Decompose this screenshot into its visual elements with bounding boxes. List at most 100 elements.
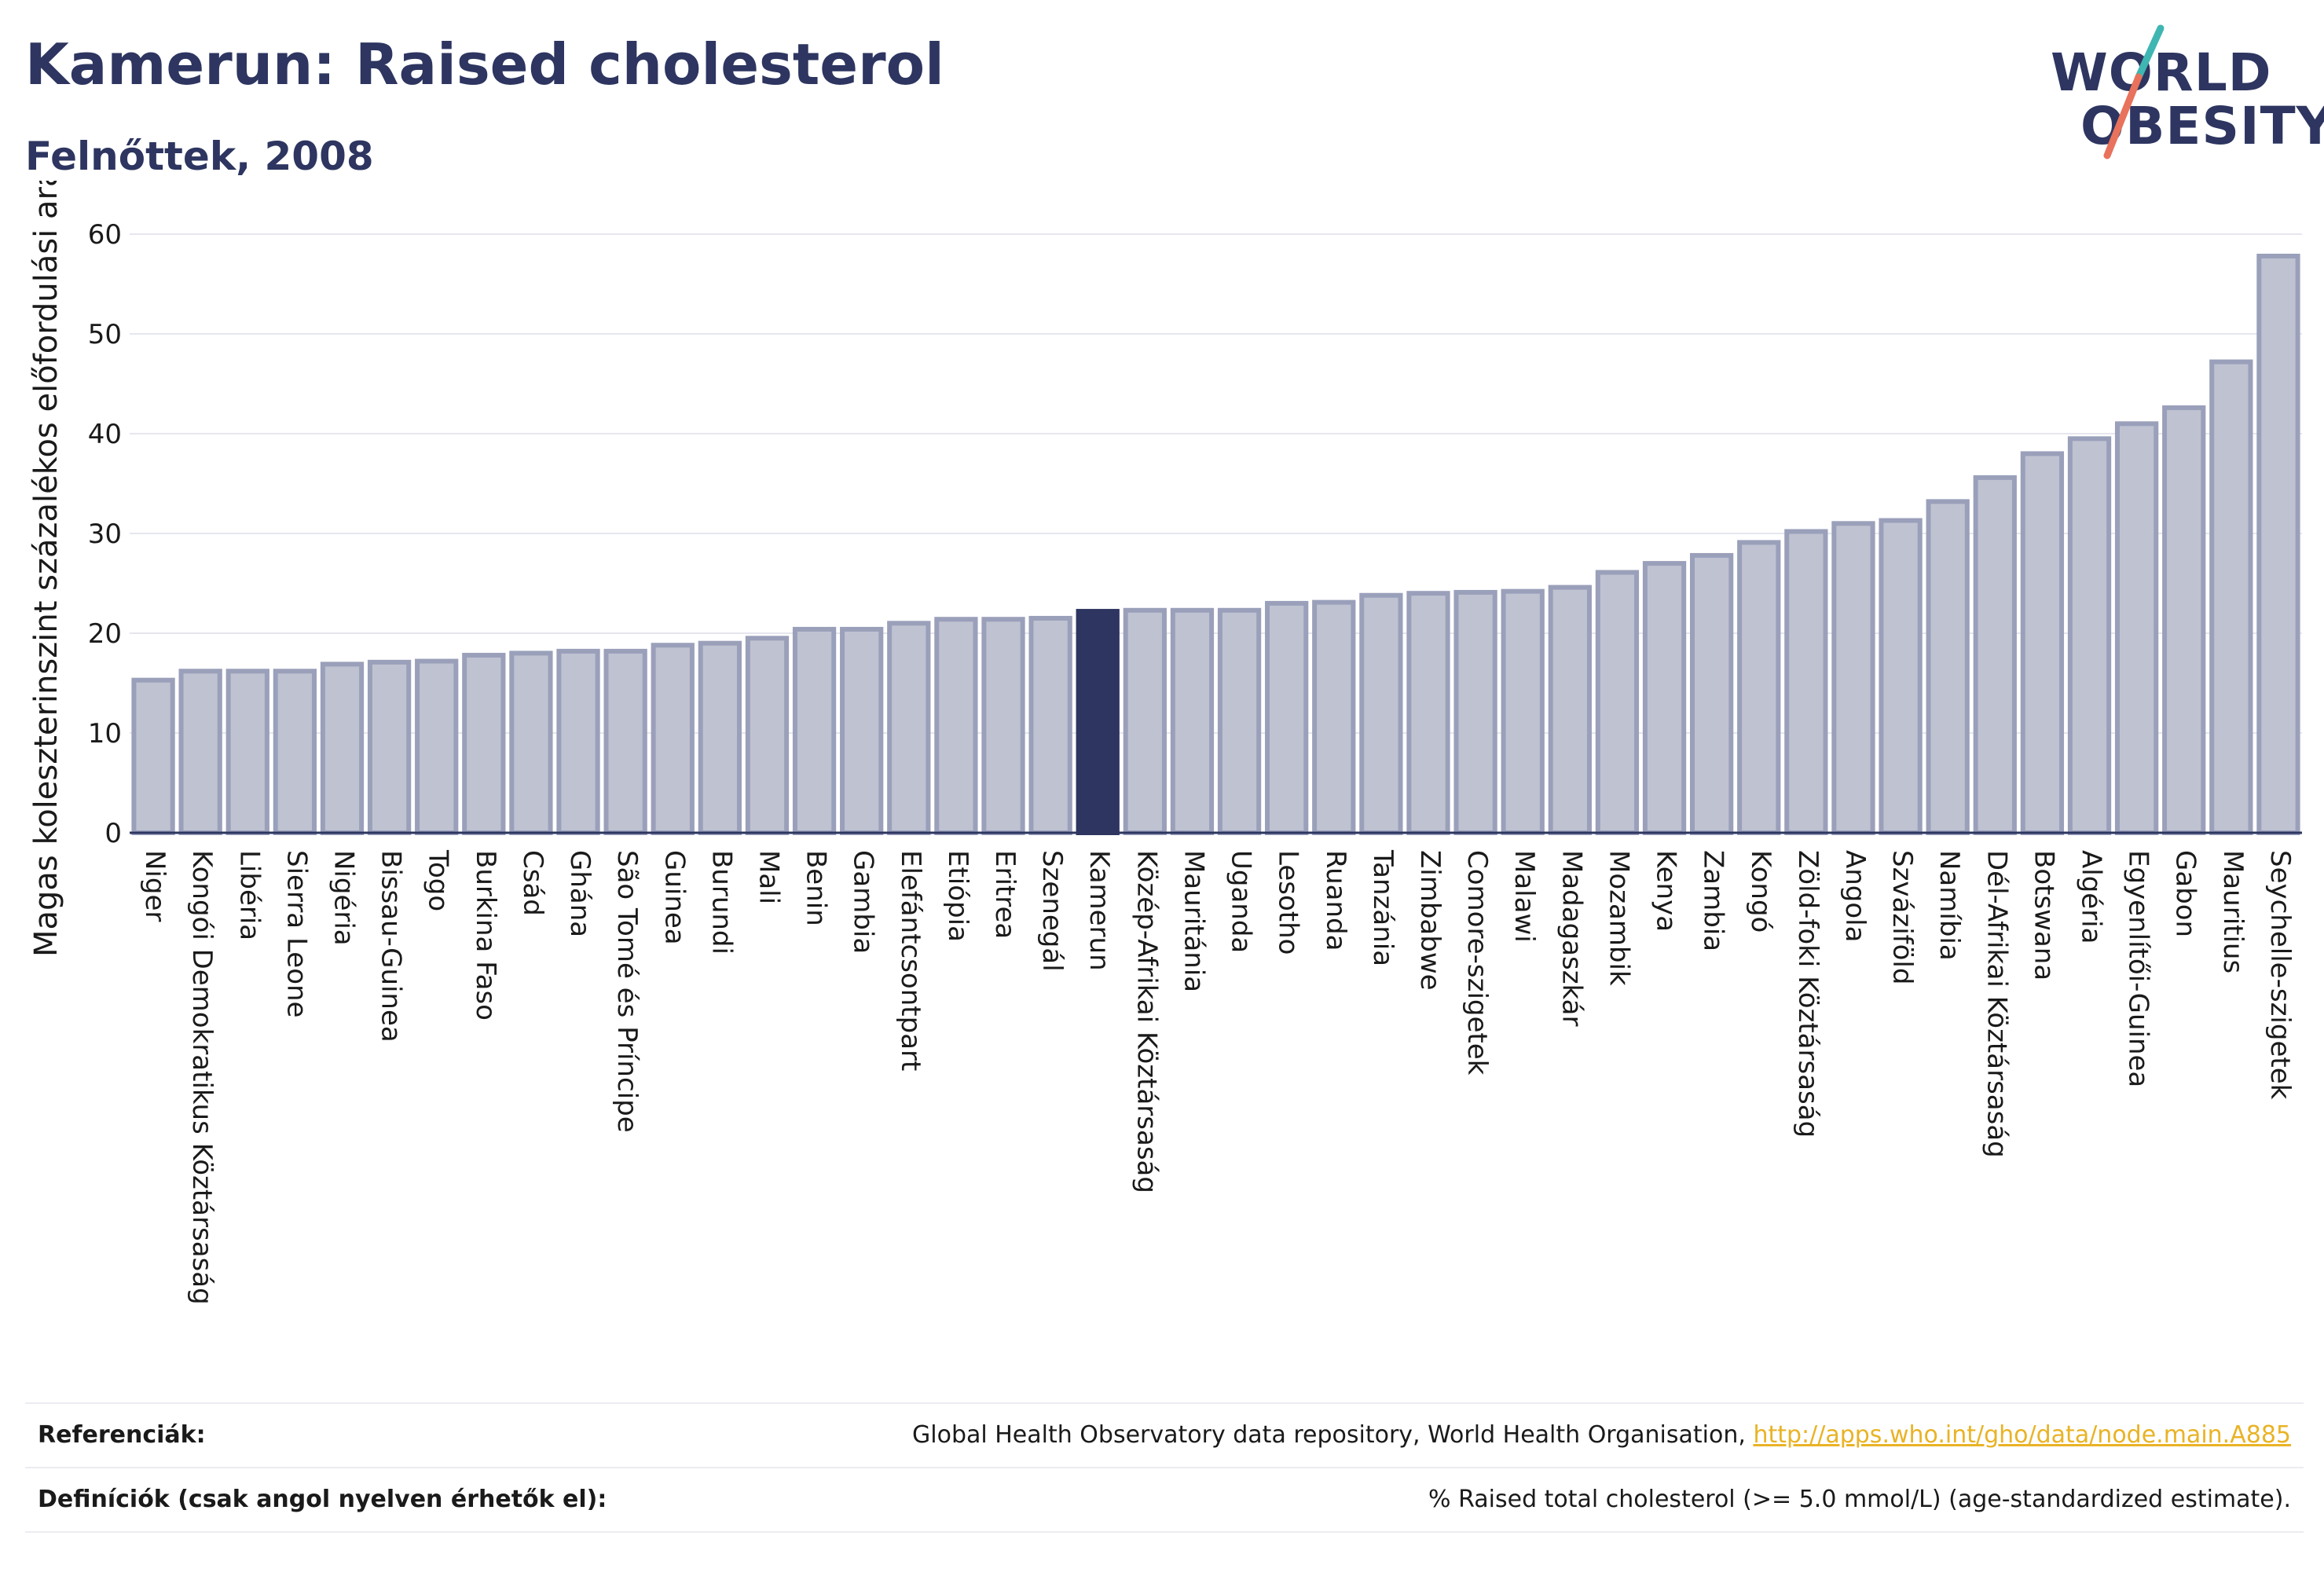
references-label: Referenciák: bbox=[38, 1421, 206, 1449]
x-tick-label: Mozambik bbox=[1603, 850, 1634, 986]
bar[interactable] bbox=[2162, 405, 2206, 836]
bar-chart: 0 10 20 30 40 50 60 Niger Kongói Demokratikus K… bbox=[28, 181, 2302, 1305]
bar[interactable] bbox=[840, 626, 884, 835]
bar[interactable] bbox=[556, 648, 600, 835]
bar[interactable] bbox=[2256, 253, 2300, 835]
bar[interactable] bbox=[1548, 585, 1592, 836]
bars bbox=[131, 253, 2300, 836]
bar[interactable] bbox=[1973, 475, 2017, 835]
x-tick-label: Zöld-foki Köztársaság bbox=[1792, 850, 1824, 1138]
x-tick-label: Kongói Demokratikus Köztársaság bbox=[186, 850, 218, 1305]
y-axis-label: Magas koleszterinszint százalékos előfor… bbox=[28, 181, 64, 957]
bar[interactable] bbox=[225, 669, 269, 836]
bar[interactable] bbox=[178, 669, 222, 836]
x-tick-label: Szenegál bbox=[1036, 850, 1068, 972]
x-tick-label: Tanzánia bbox=[1367, 849, 1398, 966]
bar[interactable] bbox=[367, 659, 412, 836]
bar[interactable] bbox=[1170, 607, 1215, 835]
x-tick-label: Egyenlítői-Guinea bbox=[2123, 850, 2154, 1087]
bar[interactable] bbox=[792, 626, 837, 835]
x-tick-label: Angola bbox=[1839, 850, 1871, 942]
bar[interactable] bbox=[273, 669, 317, 836]
x-tick-label: Zambia bbox=[1698, 850, 1729, 951]
logo-word-world: WORLD bbox=[2051, 42, 2272, 103]
y-tick-label: 50 bbox=[88, 319, 122, 350]
bar[interactable] bbox=[131, 677, 175, 835]
x-tick-label: Uganda bbox=[1226, 850, 1257, 953]
bar[interactable] bbox=[603, 648, 647, 835]
bar[interactable] bbox=[934, 617, 978, 835]
x-tick-label: Burkina Faso bbox=[470, 850, 501, 1021]
x-tick-label: Togo bbox=[423, 849, 454, 911]
x-tick-label: Elefántcsontpart bbox=[895, 850, 926, 1071]
bar[interactable] bbox=[320, 662, 365, 835]
x-tick-label: Gambia bbox=[848, 850, 879, 954]
y-tick-label: 40 bbox=[88, 419, 122, 450]
bar[interactable] bbox=[1737, 540, 1781, 835]
bar[interactable] bbox=[2020, 451, 2065, 835]
x-tick-label: Lesotho bbox=[1273, 850, 1304, 955]
world-obesity-logo[interactable]: WORLD OBESITY bbox=[2051, 22, 2324, 171]
bar[interactable] bbox=[1028, 615, 1072, 835]
bar[interactable] bbox=[2067, 436, 2112, 835]
bar[interactable] bbox=[981, 617, 1025, 835]
bar[interactable] bbox=[1359, 592, 1403, 835]
y-tick-label: 0 bbox=[104, 818, 122, 849]
bar[interactable] bbox=[2114, 421, 2159, 835]
x-tick-label: Malawi bbox=[1508, 850, 1540, 943]
logo-slash-icon bbox=[2103, 24, 2165, 159]
x-tick-label: São Tomé és Príncipe bbox=[611, 850, 643, 1133]
chart-title: Kamerun: Raised cholesterol bbox=[25, 31, 944, 97]
bar[interactable] bbox=[1217, 607, 1262, 835]
x-tick-label: Burundi bbox=[706, 850, 737, 955]
x-tick-label: Guinea bbox=[658, 850, 690, 945]
x-tick-label: Libéria bbox=[233, 850, 265, 940]
bar[interactable] bbox=[1595, 570, 1640, 835]
x-tick-label: Dél-Afrikai Köztársaság bbox=[1981, 850, 2012, 1158]
x-tick-label: Gabon bbox=[2170, 850, 2201, 937]
x-tick-label: Eritrea bbox=[989, 850, 1021, 939]
bar[interactable] bbox=[415, 658, 459, 835]
bar[interactable] bbox=[1501, 588, 1545, 835]
bar[interactable] bbox=[1312, 599, 1356, 835]
bar[interactable] bbox=[1689, 552, 1734, 835]
bar[interactable] bbox=[1642, 561, 1687, 835]
x-tick-label: Namíbia bbox=[1934, 850, 1965, 961]
references-text: Global Health Observatory data repositor… bbox=[912, 1421, 1754, 1449]
x-tick-label: Mauritánia bbox=[1178, 850, 1209, 992]
y-tick-label: 10 bbox=[88, 718, 122, 750]
definitions-value: % Raised total cholesterol (>= 5.0 mmol/… bbox=[1428, 1486, 2291, 1513]
x-tick-label: Szváziföld bbox=[1886, 850, 1918, 984]
bar[interactable] bbox=[509, 651, 553, 836]
bar[interactable] bbox=[745, 636, 790, 835]
definitions-row: Definíciók (csak angol nyelven érhetők e… bbox=[25, 1467, 2304, 1531]
x-tick-label: Csád bbox=[517, 850, 548, 916]
bar[interactable] bbox=[462, 652, 506, 835]
bar[interactable] bbox=[1831, 521, 1875, 835]
bar[interactable] bbox=[651, 643, 695, 835]
bar[interactable] bbox=[1453, 589, 1497, 835]
x-tick-label: Etiópia bbox=[942, 850, 973, 942]
x-tick-label: Mali bbox=[753, 850, 784, 904]
x-tick-label: Botswana bbox=[2028, 850, 2059, 980]
references-link[interactable]: http://apps.who.int/gho/data/node.main.A… bbox=[1753, 1421, 2291, 1449]
x-tick-label: Zimbabwe bbox=[1414, 850, 1446, 991]
x-tick-label: Nigéria bbox=[328, 850, 359, 946]
bar[interactable] bbox=[1406, 591, 1450, 835]
x-tick-label: Kamerun bbox=[1083, 850, 1115, 971]
x-tick-label: Mauritius bbox=[2217, 850, 2249, 973]
x-tick-label: Ruanda bbox=[1320, 850, 1351, 951]
y-tick-label: 60 bbox=[88, 219, 122, 251]
bar[interactable] bbox=[1879, 518, 1923, 835]
bar[interactable] bbox=[1265, 600, 1309, 836]
bar[interactable] bbox=[698, 640, 742, 836]
bar-highlighted[interactable] bbox=[1076, 609, 1120, 835]
bar[interactable] bbox=[1926, 499, 1970, 835]
bar[interactable] bbox=[887, 621, 931, 835]
x-tick-label: Seychelle-szigetek bbox=[2264, 850, 2296, 1100]
bar[interactable] bbox=[2209, 359, 2253, 835]
y-tick-label: 30 bbox=[88, 519, 122, 550]
y-tick-label: 20 bbox=[88, 618, 122, 650]
bar[interactable] bbox=[1123, 607, 1167, 835]
bar[interactable] bbox=[1784, 529, 1828, 835]
